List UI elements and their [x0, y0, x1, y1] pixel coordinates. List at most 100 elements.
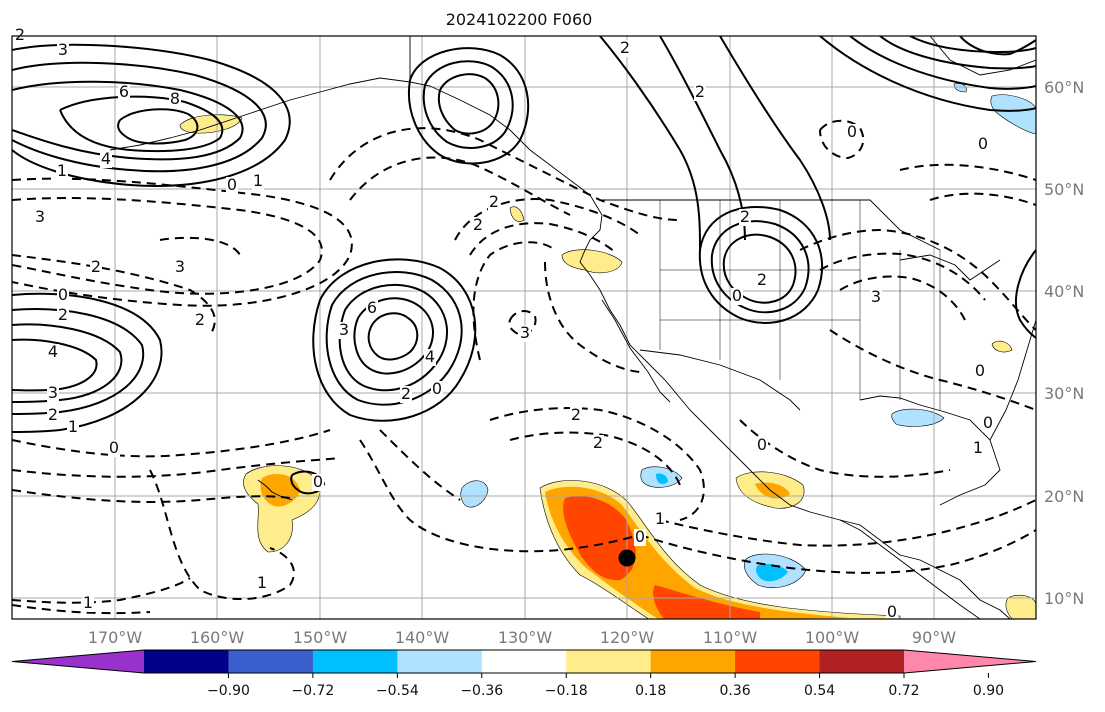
lat-tick-label: 50°N: [1044, 180, 1084, 199]
contour-north-rockies-3: [719, 36, 831, 241]
contour-label-bg: [56, 163, 68, 180]
colorbar-swatch: [228, 650, 314, 673]
contour-neg-31: [159, 236, 241, 256]
contour-label: 0: [58, 285, 68, 304]
contour-label-bg: [756, 272, 768, 289]
contour-label-bg: [82, 595, 94, 612]
contour-label-bg: [194, 312, 206, 329]
contour-label-bg: [472, 217, 484, 234]
colorbar: −0.90 −0.72 −0.54 −0.36 −0.18 0.18 0.36 0.54 0.7…: [11, 649, 1037, 699]
lon-tick-label: 160°W: [190, 628, 245, 647]
contour-neg-20: [659, 499, 1036, 547]
contour-label: 0: [432, 379, 442, 398]
contour-label-bg: [108, 440, 120, 457]
contour-neg-26: [899, 163, 1036, 181]
contour-label: 0: [887, 602, 897, 621]
storm-center-marker: [618, 549, 636, 567]
lat-tick-label: 60°N: [1044, 78, 1084, 97]
contour-label: 6: [367, 298, 377, 317]
contour-label-bg: [366, 300, 378, 317]
colorbar-tick-label: 0.36: [720, 683, 751, 699]
contour-west-high-2: [12, 308, 145, 415]
lat-tick-label: 30°N: [1044, 384, 1084, 403]
contour-neg-17: [489, 407, 705, 521]
contour-neg-30: [12, 254, 216, 336]
hudson: [929, 36, 1036, 76]
map-title: 2024102200 F060: [445, 10, 593, 29]
colorbar-tick-label: 0.18: [635, 683, 666, 699]
colorbar-tick-label: 0.90: [973, 683, 1004, 699]
contour-label: 0: [635, 527, 645, 546]
state-lines: [659, 200, 941, 410]
negative-contours: [12, 119, 1036, 615]
contour-neg-27: [929, 192, 1036, 206]
contour-label: 2: [593, 433, 603, 452]
contour-north-rockies: [599, 36, 701, 251]
contour-label-bg: [118, 84, 130, 101]
contour-neg-13: [508, 310, 537, 336]
contour-neg-1: [12, 197, 323, 295]
contour-small-ne: [959, 36, 1036, 56]
contour-label: 2: [195, 310, 205, 329]
contour-west-high-4: [12, 338, 98, 392]
contour-label: 0: [847, 122, 857, 141]
shade-blue-ne: [990, 94, 1036, 135]
contour-label-bg: [488, 194, 500, 211]
shade-yellow-se: [1005, 594, 1036, 619]
contour-neg-5: [12, 489, 291, 503]
contour-label-bg: [34, 209, 46, 226]
contour-label-bg: [312, 474, 324, 491]
contour-label-bg: [694, 84, 706, 101]
colorbar-tick-label: −0.36: [460, 683, 503, 699]
contour-label-bg: [870, 289, 882, 306]
contour-label: 0: [313, 472, 323, 491]
contour-label: 2: [91, 257, 101, 276]
contour-label-bg: [47, 385, 59, 402]
contour-label: 0: [757, 435, 767, 454]
alaska-coast: [409, 36, 981, 619]
contour-west-high-1: [12, 292, 163, 433]
lon-tick-label: 170°W: [88, 628, 143, 647]
colorbar-swatch: [735, 650, 821, 673]
contour-neg-25: [829, 329, 1036, 411]
contour-label-bg: [739, 209, 751, 226]
contour-label: 1: [83, 593, 93, 612]
east-coast: [1017, 319, 1036, 381]
contour-aleutian-high-2: [422, 60, 514, 149]
contour-aleutian-high-1: [408, 47, 530, 165]
contour-neg-23: [819, 252, 986, 301]
lat-tick-label: 20°N: [1044, 487, 1084, 506]
contour-label-bg: [756, 437, 768, 454]
contour-label-bg: [424, 349, 436, 366]
shade-yellow-gulf: [991, 340, 1013, 353]
shade-yellow-coast: [509, 206, 525, 222]
shade-orange-mexico: [755, 482, 790, 499]
baja: [601, 299, 671, 403]
colorbar-swatch: [312, 650, 398, 673]
contour-label: 2: [473, 215, 483, 234]
contour-label: 3: [58, 40, 68, 59]
contour-label-bg: [519, 325, 531, 342]
shade-blue-c-inner: [756, 564, 788, 582]
contour-east-1: [1015, 249, 1036, 339]
lat-tick-label: 40°N: [1044, 282, 1084, 301]
contour-label: 0: [109, 438, 119, 457]
contour-neg-19: [639, 529, 1036, 574]
lat-tick-label: 10°N: [1044, 589, 1084, 608]
lon-tick-label: 120°W: [600, 628, 655, 647]
contour-ne-3: [879, 36, 1036, 70]
contour-label-bg: [169, 91, 181, 108]
contour-label-bg: [886, 604, 898, 621]
coastlines: [109, 36, 1036, 619]
colorbar-swatch: [566, 650, 652, 673]
contour-label-bg: [100, 151, 112, 168]
contour-label: 2: [489, 192, 499, 211]
contour-neg-22: [799, 228, 1036, 331]
contour-label-bg: [174, 259, 186, 276]
contour-label-bg: [731, 288, 743, 305]
lon-tick-label: 110°W: [703, 628, 758, 647]
colorbar-tick-label: −0.18: [545, 683, 588, 699]
contour-label-bg: [57, 287, 69, 304]
